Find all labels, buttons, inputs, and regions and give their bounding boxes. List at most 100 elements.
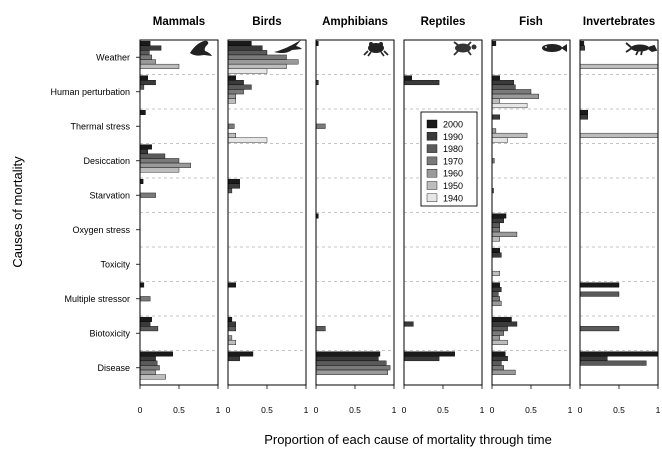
bar-1950 [491,98,501,104]
bar-1990 [491,80,515,86]
legend-swatch [426,193,438,203]
bar-1950 [227,132,237,138]
x-tick-label: 1 [392,405,397,415]
bar-1940 [491,103,528,109]
legend-label: 1990 [443,132,463,142]
x-tick-label: 1 [480,405,485,415]
bar-1990 [139,149,149,155]
x-axis-title: Proportion of each cause of mortality th… [264,432,552,447]
bar-1970 [227,89,244,95]
bar-2000 [491,282,501,288]
bar-2000 [579,109,589,115]
legend-swatch [426,132,438,141]
x-tick-label: 0.5 [613,405,625,415]
bar-1980 [491,222,501,228]
bar-1980 [315,360,387,366]
bar-2000 [579,40,585,46]
bar-1990 [227,321,237,327]
fish-silhouette-icon [542,44,567,52]
legend-swatch [426,168,438,178]
legend-label: 1950 [443,181,463,191]
bar-1980 [491,84,516,90]
legend-label: 1980 [443,144,463,154]
bar-1960 [491,231,518,237]
bar-2000 [139,75,149,81]
bar-2000 [491,75,501,81]
legend-label: 1960 [443,169,463,179]
bar-1960 [491,128,497,134]
bar-1970 [491,89,532,95]
bar-1980 [139,50,150,56]
panel-title: Reptiles [421,16,466,28]
category-label: Oxygen stress [72,225,130,235]
bar-1980 [227,84,252,90]
bar-2000 [491,316,512,322]
x-tick-label: 1 [216,405,221,415]
bar-1960 [491,300,502,306]
bar-1950 [491,339,508,345]
bar-1990 [491,321,518,327]
bar-1970 [315,123,326,129]
bird-silhouette-icon [274,40,302,54]
frog-silhouette-icon [363,42,389,57]
bar-1980 [491,360,502,366]
bar-1980 [315,326,326,332]
category-label: Starvation [89,190,130,200]
bar-1940 [227,137,268,143]
bar-1990 [491,218,504,224]
bar-1980 [139,360,158,366]
bar-1950 [227,63,287,69]
bar-1990 [579,45,585,51]
bar-2000 [139,40,151,46]
legend-label: 1970 [443,156,463,166]
x-tick-label: 0.5 [261,405,273,415]
bar-2000 [227,178,240,184]
bar-1980 [227,326,237,332]
bar-1960 [227,93,237,99]
bar-1950 [579,132,659,138]
bar-1950 [139,374,166,380]
bar-1960 [491,369,516,375]
x-tick-label: 0 [578,405,583,415]
bar-1970 [139,365,160,371]
bar-2000 [579,351,659,357]
bar-1980 [227,188,233,194]
legend-label: 1940 [443,193,463,203]
bar-1960 [139,59,156,65]
bar-1980 [139,326,159,332]
bar-1950 [227,339,237,345]
legend-swatch [426,156,438,166]
bar-1970 [227,54,287,60]
bar-2000 [491,213,507,219]
bar-1970 [139,192,156,198]
bar-1960 [139,162,191,168]
bar-1980 [139,84,145,90]
bar-1970 [227,123,235,129]
bar-2000 [139,109,146,115]
category-label: Human perturbation [50,87,130,97]
bar-1990 [139,321,151,327]
seal-silhouette-icon [190,40,212,56]
x-tick-label: 0 [226,405,231,415]
bar-1990 [579,356,608,362]
bar-1960 [227,335,233,341]
bar-1980 [491,291,499,297]
x-tick-label: 0.5 [525,405,537,415]
bar-2000 [315,351,381,357]
bar-2000 [491,351,506,357]
bar-1990 [491,252,502,258]
bar-1990 [579,114,589,120]
bar-2000 [403,351,455,357]
bar-2000 [227,351,254,357]
bar-1950 [139,167,180,173]
legend-swatch [426,181,438,190]
bar-2000 [491,40,497,46]
panel-title: Invertebrates [583,16,655,28]
bar-1990 [491,287,502,293]
bar-1980 [579,326,620,332]
x-tick-label: 0 [490,405,495,415]
bar-1980 [139,153,166,159]
legend-swatch [426,144,438,153]
bar-1950 [491,270,501,276]
bar-1980 [227,50,268,56]
